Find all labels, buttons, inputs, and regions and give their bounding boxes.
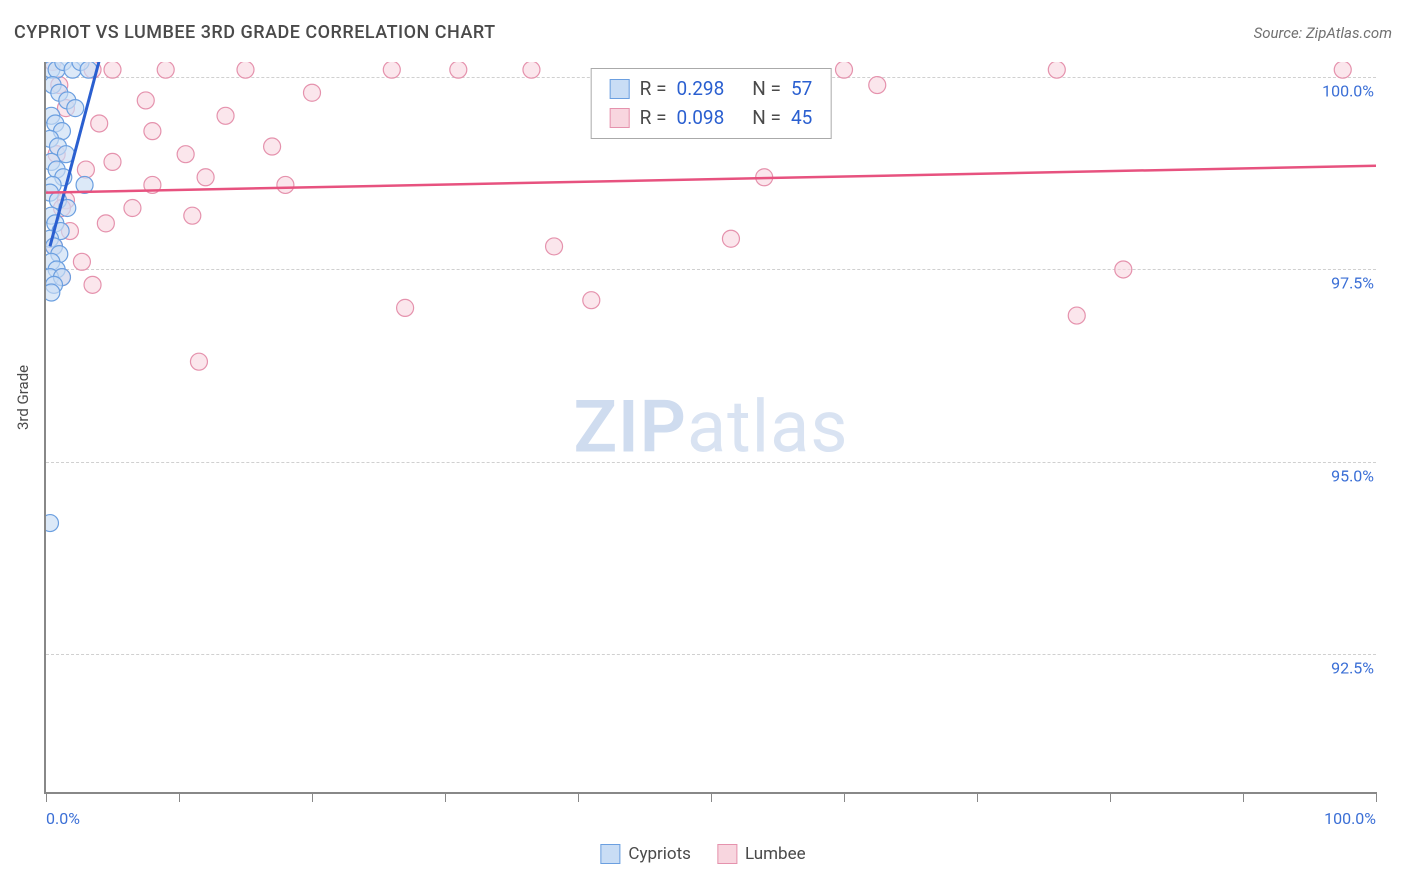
scatter-point [869, 77, 886, 94]
bottom-legend-lumbee-label: Lumbee [745, 844, 806, 864]
scatter-point [546, 238, 563, 255]
scatter-point [46, 284, 60, 301]
scatter-point [836, 62, 853, 78]
chart-title: CYPRIOT VS LUMBEE 3RD GRADE CORRELATION … [14, 22, 496, 43]
x-tick [445, 792, 446, 802]
scatter-point [177, 146, 194, 163]
chart-source: Source: ZipAtlas.com [1254, 24, 1392, 42]
scatter-point [1334, 62, 1351, 78]
scatter-point [157, 62, 174, 78]
scatter-point [46, 515, 58, 532]
scatter-point [1048, 62, 1065, 78]
swatch-cypriots-icon [600, 844, 620, 864]
x-tick [711, 792, 712, 802]
swatch-lumbee-icon [717, 844, 737, 864]
scatter-point [277, 176, 294, 193]
scatter-point [1115, 261, 1132, 278]
scatter-point [144, 123, 161, 140]
trend-line [46, 166, 1376, 193]
swatch-cypriots [610, 79, 630, 99]
x-tick [578, 792, 579, 802]
scatter-point [137, 92, 154, 109]
scatter-point [104, 153, 121, 170]
scatter-svg [46, 62, 1376, 792]
chart-header: CYPRIOT VS LUMBEE 3RD GRADE CORRELATION … [14, 22, 1392, 43]
correlation-legend: R = 0.298 N = 57 R = 0.098 N = 45 [591, 68, 832, 139]
swatch-lumbee [610, 108, 630, 128]
legend-r-label: R = [640, 75, 667, 104]
scatter-point [1068, 307, 1085, 324]
scatter-point [77, 161, 94, 178]
scatter-point [304, 84, 321, 101]
scatter-point [184, 207, 201, 224]
x-tick [312, 792, 313, 802]
bottom-legend-cypriots: Cypriots [600, 844, 691, 864]
scatter-point [217, 107, 234, 124]
x-tick [1243, 792, 1244, 802]
scatter-point [583, 292, 600, 309]
legend-r-value-cypriots: 0.298 [677, 75, 725, 104]
x-tick [46, 792, 47, 802]
scatter-point [97, 215, 114, 232]
x-tick [1110, 792, 1111, 802]
x-tick [844, 792, 845, 802]
scatter-point [397, 299, 414, 316]
x-tick [1376, 792, 1377, 802]
bottom-legend: Cypriots Lumbee [600, 844, 805, 864]
legend-row-lumbee: R = 0.098 N = 45 [610, 104, 813, 133]
scatter-point [523, 62, 540, 78]
legend-n-label: N = [752, 104, 781, 133]
scatter-point [124, 200, 141, 217]
x-tick-label: 100.0% [1324, 809, 1376, 828]
legend-r-label: R = [640, 104, 667, 133]
bottom-legend-lumbee: Lumbee [717, 844, 806, 864]
scatter-point [450, 62, 467, 78]
legend-n-value-cypriots: 57 [791, 75, 812, 104]
plot-area: ZIPatlas R = 0.298 N = 57 R = 0.098 N = … [44, 62, 1376, 794]
bottom-legend-cypriots-label: Cypriots [628, 844, 691, 864]
scatter-point [190, 353, 207, 370]
scatter-point [197, 169, 214, 186]
legend-n-label: N = [752, 75, 781, 104]
scatter-point [722, 230, 739, 247]
scatter-point [84, 276, 101, 293]
y-axis-label: 3rd Grade [14, 365, 32, 430]
legend-row-cypriots: R = 0.298 N = 57 [610, 75, 813, 104]
legend-r-value-lumbee: 0.098 [677, 104, 725, 133]
x-tick [179, 792, 180, 802]
scatter-point [383, 62, 400, 78]
x-tick-label: 0.0% [46, 809, 80, 828]
scatter-point [91, 115, 108, 132]
scatter-point [264, 138, 281, 155]
x-tick [977, 792, 978, 802]
scatter-point [73, 253, 90, 270]
legend-n-value-lumbee: 45 [791, 104, 812, 133]
scatter-point [104, 62, 121, 78]
scatter-point [67, 100, 84, 117]
scatter-point [237, 62, 254, 78]
